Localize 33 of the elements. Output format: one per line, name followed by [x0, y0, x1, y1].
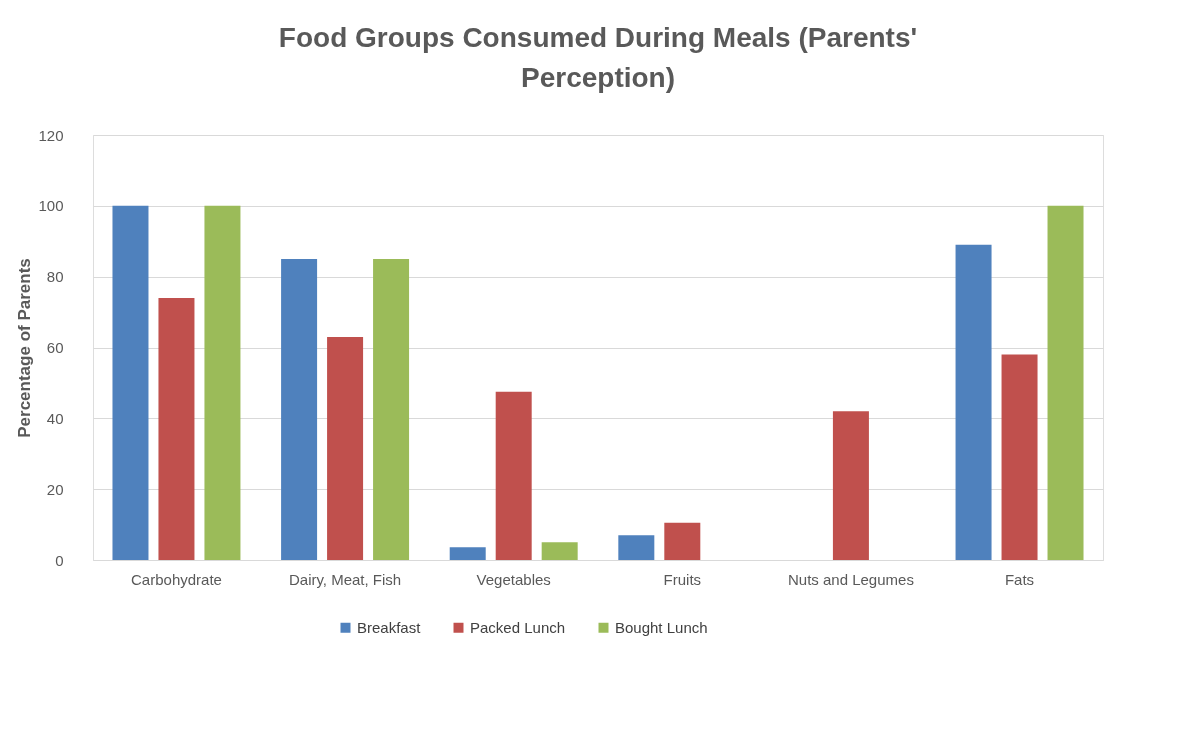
bar [1047, 205, 1084, 560]
bar [955, 244, 992, 560]
bar [832, 411, 869, 560]
bar [373, 258, 410, 560]
legend-label: Packed Lunch [470, 618, 566, 636]
x-tick-label: Nuts and Legumes [787, 570, 914, 588]
x-tick-label: Vegetables [476, 570, 551, 588]
bar [618, 535, 655, 560]
legend-label: Breakfast [357, 618, 422, 636]
bar [449, 547, 486, 560]
y-tick-label: 120 [38, 126, 64, 144]
y-tick-label: 60 [46, 339, 64, 356]
y-tick-label: 0 [55, 551, 64, 569]
chart-title: Food Groups Consumed During Meals (Parents' Perception) [278, 22, 918, 93]
x-tick-label: Fats [1004, 570, 1035, 588]
bar [281, 258, 318, 560]
bar [664, 522, 701, 560]
bar [204, 205, 241, 560]
x-tick-label: Fruits [663, 570, 702, 588]
y-tick-label: 80 [46, 268, 64, 286]
y-tick-label: 40 [46, 409, 64, 427]
bar [1001, 354, 1038, 560]
x-tick-label: Carbohydrate [131, 570, 222, 588]
legend-label: Bought Lunch [615, 618, 708, 636]
bar [327, 336, 364, 560]
x-tick-label: Dairy, Meat, Fish [288, 570, 402, 588]
bar [158, 297, 195, 560]
bar [495, 391, 532, 560]
bar [112, 205, 149, 560]
y-tick-label: 100 [38, 197, 64, 215]
y-axis-title: Percentage of Parents [15, 258, 35, 438]
y-tick-label: 20 [46, 480, 64, 498]
bar [541, 542, 578, 560]
